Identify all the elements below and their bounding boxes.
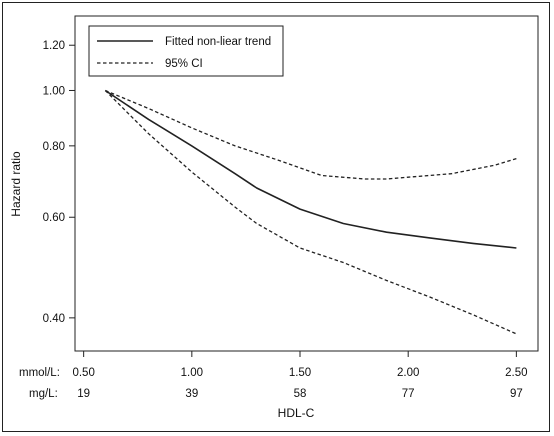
y-tick-label-3: 1.00 bbox=[43, 85, 65, 97]
series-line-1 bbox=[105, 89, 517, 180]
y-tick-label-4: 1.20 bbox=[43, 40, 65, 52]
x-tick-label-mmol-2: 1.50 bbox=[289, 367, 311, 379]
y-tick-label-1: 0.60 bbox=[43, 212, 65, 224]
x-axis-title: HDL-C bbox=[278, 406, 315, 420]
y-axis: 0.40 0.60 0.80 1.00 1.20 bbox=[43, 40, 75, 325]
legend: Fitted non-liear trend 95% CI bbox=[88, 25, 284, 77]
x-tick-label-mg-2: 58 bbox=[294, 388, 307, 400]
x-axis-mmol: 0.50 1.00 1.50 2.00 2.50 bbox=[72, 351, 528, 379]
series-layer bbox=[104, 89, 517, 335]
series-line-0 bbox=[104, 89, 517, 249]
legend-box bbox=[88, 25, 284, 77]
x-row-label-mmol: mmol/L: bbox=[19, 367, 60, 379]
x-tick-label-mg-4: 97 bbox=[510, 388, 523, 400]
chart-frame bbox=[2, 2, 550, 432]
x-tick-label-mg-3: 77 bbox=[402, 388, 415, 400]
x-tick-label-mmol-0: 0.50 bbox=[72, 367, 94, 379]
x-tick-label-mmol-4: 2.50 bbox=[505, 367, 527, 379]
x-tick-label-mg-1: 39 bbox=[185, 388, 198, 400]
y-axis-title: Hazard ratio bbox=[9, 151, 23, 217]
y-tick-label-2: 0.80 bbox=[43, 141, 65, 153]
x-axis-mg: 19 39 58 77 97 bbox=[77, 388, 523, 400]
legend-label-fitted: Fitted non-liear trend bbox=[165, 36, 271, 48]
legend-label-ci: 95% CI bbox=[165, 58, 203, 70]
x-tick-label-mmol-1: 1.00 bbox=[181, 367, 203, 379]
y-tick-label-0: 0.40 bbox=[43, 313, 65, 325]
x-tick-label-mg-0: 19 bbox=[77, 388, 90, 400]
x-tick-label-mmol-3: 2.00 bbox=[397, 367, 419, 379]
x-row-label-mg: mg/L: bbox=[29, 388, 58, 400]
plot-area bbox=[74, 15, 539, 352]
